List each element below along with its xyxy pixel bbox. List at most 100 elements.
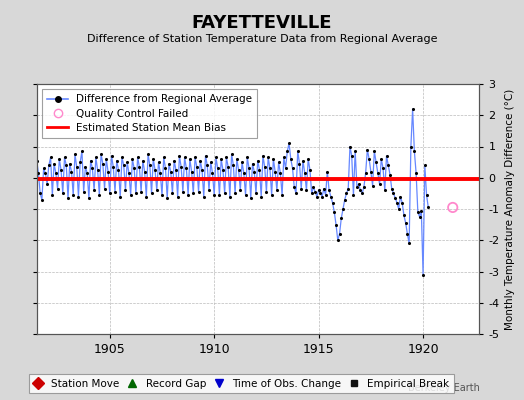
- Point: [362, 170, 370, 176]
- Point: [419, 272, 427, 278]
- Point: [243, 154, 252, 161]
- Point: [180, 154, 189, 161]
- Point: [330, 209, 339, 215]
- Point: [391, 195, 399, 201]
- Point: [350, 192, 358, 198]
- Point: [50, 160, 58, 167]
- Point: [76, 159, 84, 165]
- Point: [325, 187, 333, 194]
- Point: [233, 156, 241, 162]
- Point: [67, 168, 75, 175]
- Point: [168, 190, 177, 196]
- Point: [410, 148, 419, 154]
- Legend: Difference from Regional Average, Quality Control Failed, Estimated Station Mean: Difference from Regional Average, Qualit…: [42, 89, 257, 138]
- Point: [85, 195, 93, 201]
- Point: [101, 186, 109, 192]
- Point: [365, 156, 373, 162]
- Point: [48, 192, 57, 198]
- Point: [372, 159, 380, 165]
- Point: [152, 187, 161, 194]
- Point: [248, 160, 257, 167]
- Point: [395, 206, 403, 212]
- Point: [52, 170, 60, 176]
- Point: [278, 192, 286, 198]
- Point: [128, 156, 137, 162]
- Point: [335, 231, 344, 237]
- Point: [208, 170, 216, 176]
- Point: [29, 168, 37, 175]
- Point: [179, 189, 187, 195]
- Point: [334, 237, 342, 244]
- Point: [215, 192, 224, 198]
- Point: [177, 164, 185, 170]
- Point: [403, 231, 411, 237]
- Point: [24, 167, 32, 173]
- Point: [200, 193, 208, 200]
- Point: [107, 153, 116, 159]
- Text: Berkeley Earth: Berkeley Earth: [408, 383, 479, 393]
- Point: [247, 195, 255, 201]
- Point: [104, 168, 112, 175]
- Point: [405, 240, 413, 246]
- Point: [123, 159, 132, 165]
- Point: [272, 187, 281, 194]
- Point: [36, 190, 45, 196]
- Point: [422, 192, 431, 198]
- Point: [69, 192, 78, 198]
- Point: [242, 192, 250, 198]
- Point: [188, 168, 196, 175]
- Point: [109, 164, 117, 170]
- Point: [383, 153, 391, 159]
- Point: [93, 167, 102, 173]
- Point: [161, 165, 170, 172]
- Point: [308, 190, 316, 196]
- Point: [47, 154, 55, 161]
- Point: [252, 190, 260, 196]
- Point: [341, 196, 349, 203]
- Point: [193, 164, 201, 170]
- Point: [106, 190, 114, 196]
- Point: [408, 106, 417, 112]
- Point: [116, 193, 124, 200]
- Point: [326, 193, 335, 200]
- Point: [31, 189, 39, 195]
- Point: [26, 190, 34, 196]
- Point: [196, 157, 204, 164]
- Point: [311, 189, 319, 195]
- Point: [182, 165, 191, 172]
- Point: [224, 164, 232, 170]
- Point: [189, 190, 198, 196]
- Point: [271, 168, 279, 175]
- Point: [221, 190, 229, 196]
- Point: [134, 154, 142, 161]
- Point: [229, 162, 237, 168]
- Point: [121, 187, 129, 194]
- Point: [269, 156, 278, 162]
- Point: [149, 156, 158, 162]
- Point: [384, 162, 392, 168]
- Point: [146, 162, 154, 168]
- Point: [342, 190, 351, 196]
- Point: [245, 165, 253, 172]
- Point: [293, 148, 302, 154]
- Point: [71, 151, 79, 158]
- Point: [379, 165, 387, 172]
- Point: [34, 170, 42, 176]
- Point: [344, 186, 353, 192]
- Point: [78, 148, 86, 154]
- Point: [55, 156, 63, 162]
- Point: [313, 193, 321, 200]
- Point: [74, 193, 83, 200]
- Point: [198, 167, 206, 173]
- Point: [27, 162, 36, 168]
- Point: [389, 190, 398, 196]
- Point: [86, 157, 95, 164]
- Point: [194, 189, 203, 195]
- Point: [412, 170, 420, 176]
- Point: [304, 156, 312, 162]
- Point: [262, 189, 270, 195]
- Point: [41, 170, 50, 176]
- Point: [219, 167, 227, 173]
- Point: [213, 165, 222, 172]
- Point: [231, 190, 239, 196]
